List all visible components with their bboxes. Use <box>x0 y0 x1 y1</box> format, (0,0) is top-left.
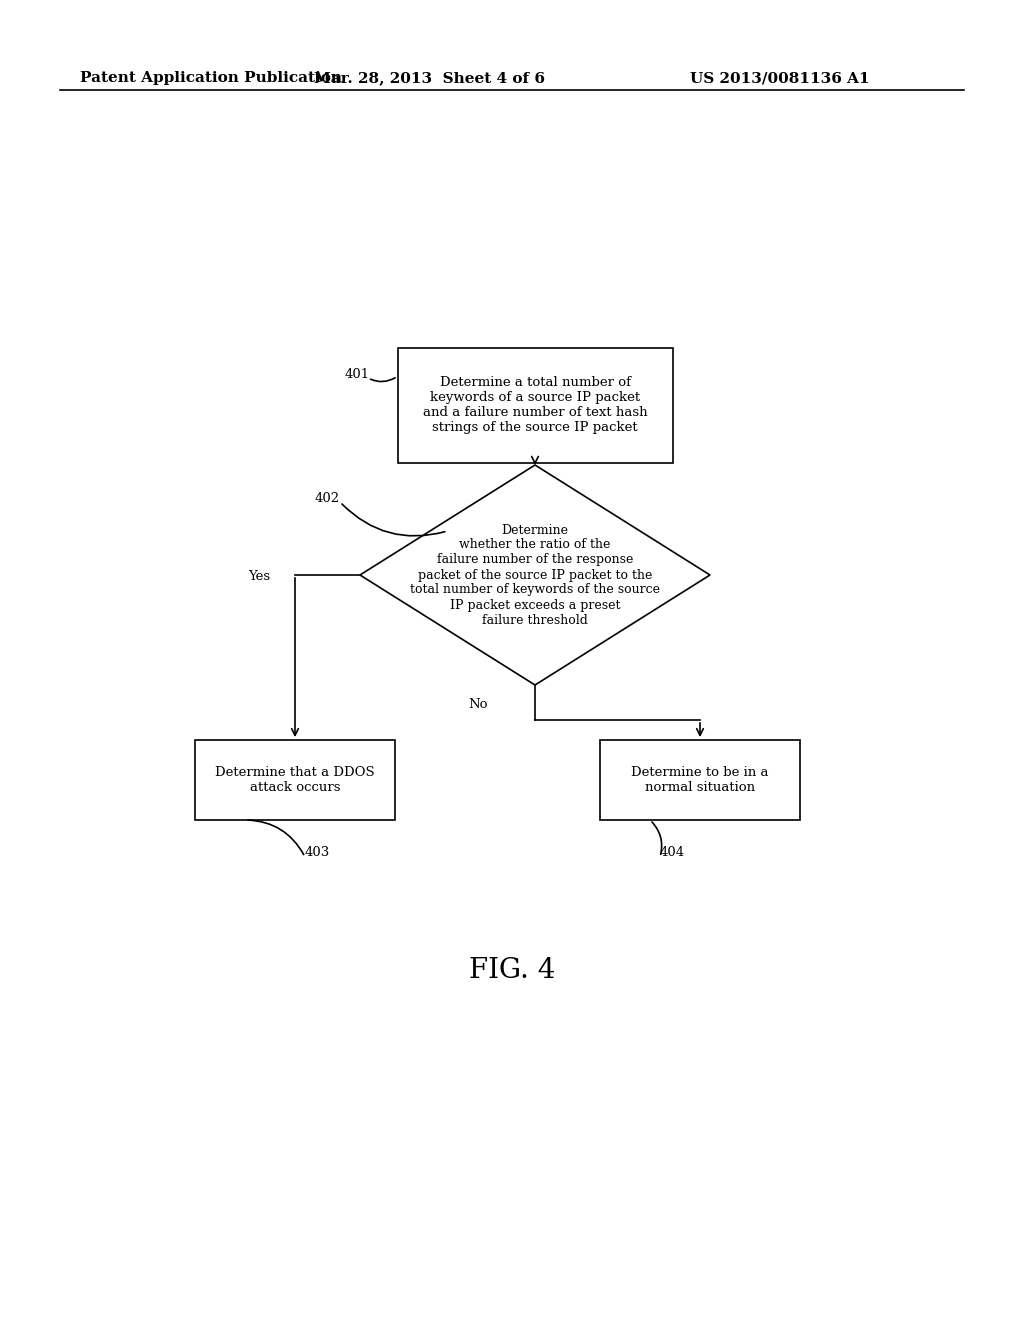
Text: 401: 401 <box>345 368 370 381</box>
Text: Yes: Yes <box>248 570 270 583</box>
Text: Mar. 28, 2013  Sheet 4 of 6: Mar. 28, 2013 Sheet 4 of 6 <box>314 71 546 84</box>
Text: Determine that a DDOS
attack occurs: Determine that a DDOS attack occurs <box>215 766 375 795</box>
Text: Determine
whether the ratio of the
failure number of the response
packet of the : Determine whether the ratio of the failu… <box>410 524 660 627</box>
FancyBboxPatch shape <box>397 347 673 462</box>
FancyBboxPatch shape <box>195 741 395 820</box>
Text: FIG. 4: FIG. 4 <box>469 957 555 983</box>
Text: Patent Application Publication: Patent Application Publication <box>80 71 342 84</box>
Text: 404: 404 <box>660 846 685 859</box>
Text: 402: 402 <box>315 491 340 504</box>
Text: Determine to be in a
normal situation: Determine to be in a normal situation <box>631 766 769 795</box>
Text: Determine a total number of
keywords of a source IP packet
and a failure number : Determine a total number of keywords of … <box>423 376 647 434</box>
Polygon shape <box>360 465 710 685</box>
Text: 403: 403 <box>305 846 331 859</box>
Text: US 2013/0081136 A1: US 2013/0081136 A1 <box>690 71 870 84</box>
FancyBboxPatch shape <box>600 741 800 820</box>
Text: No: No <box>468 698 487 711</box>
